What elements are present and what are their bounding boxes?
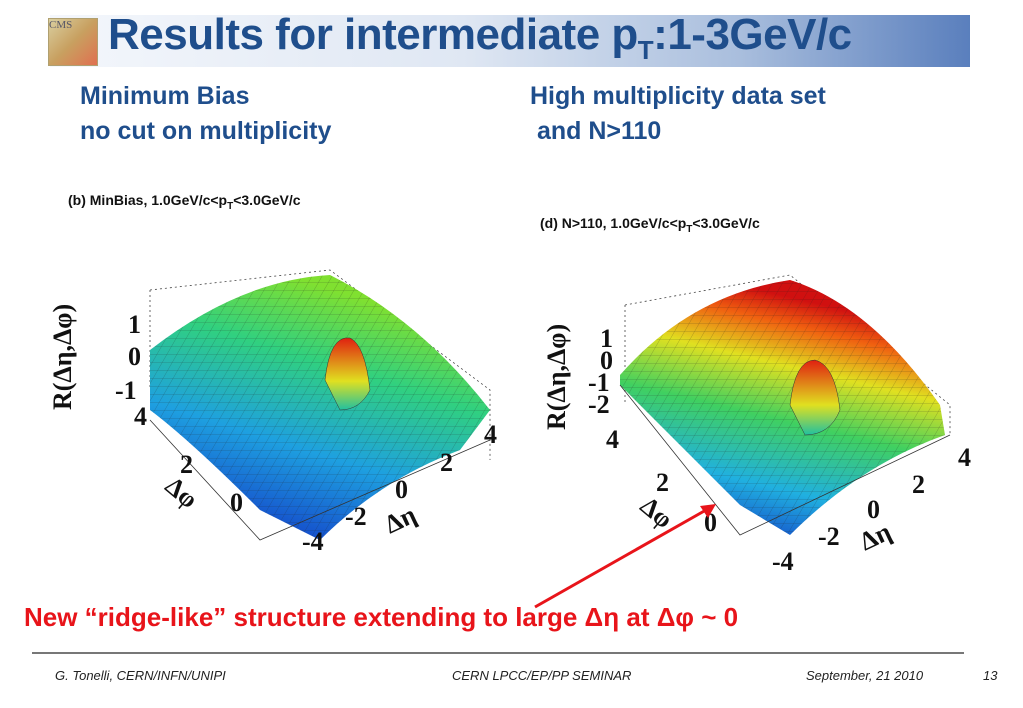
ridge-note: New “ridge-like” structure extending to …: [24, 602, 739, 632]
title-bar: [50, 15, 970, 67]
plot2-z-tick: -1: [588, 368, 610, 397]
left-heading-1: Minimum Bias: [80, 82, 250, 110]
footer-event: CERN LPCC/EP/PP SEMINAR: [452, 668, 632, 683]
left-heading-2: no cut on multiplicity: [80, 117, 332, 145]
plot2-phi-tick: 4: [606, 425, 619, 454]
title-sub: T: [637, 35, 654, 65]
title-tail: :1-3GeV/c: [653, 10, 852, 59]
logo-text: CMS: [49, 19, 73, 31]
plot2-eta-tick: -2: [818, 522, 840, 551]
slide-title: Results for intermediate pT:1-3GeV/c: [108, 10, 852, 66]
plot2-z-tick: 1: [600, 324, 613, 353]
title-main: Results for intermediate p: [108, 10, 638, 59]
plot2-eta-tick: -4: [772, 547, 794, 576]
plot1-phi-tick: 2: [180, 450, 193, 479]
cms-logo: CMS: [48, 18, 98, 66]
plot2-eta-tick: 2: [912, 470, 925, 499]
plot2-z-tick: 0: [600, 346, 613, 375]
plot1-eta-tick: -4: [302, 527, 324, 556]
footer-divider: [32, 652, 964, 654]
plot1-z-tick: -1: [115, 376, 137, 405]
page-number: 13: [983, 668, 998, 683]
plot1-eta-tick: -2: [345, 502, 367, 531]
right-heading-2: and N>110: [530, 117, 662, 145]
plot2-z-tick: -2: [588, 390, 610, 419]
plot1-caption: (b) MinBias, 1.0GeV/c<pT<3.0GeV/c: [68, 192, 301, 212]
plot2-surface: [619, 274, 951, 536]
plot1-z-tick: 1: [128, 310, 141, 339]
plot2-caption: (d) N>110, 1.0GeV/c<pT<3.0GeV/c: [540, 215, 760, 235]
plot1-eta-tick: 2: [440, 448, 453, 477]
right-heading-1: High multiplicity data set: [530, 82, 826, 110]
plot2-phi-tick: 2: [656, 468, 669, 497]
plot2-eta-tick: 0: [867, 495, 880, 524]
footer-date: September, 21 2010: [806, 668, 924, 683]
plot1-phi-tick: 4: [134, 402, 147, 431]
plot2-eta-tick: 4: [958, 443, 971, 472]
footer-author: G. Tonelli, CERN/INFN/UNIPI: [55, 668, 226, 683]
plot1-eta-tick: 4: [484, 420, 497, 449]
plot1-z-tick: 0: [128, 342, 141, 371]
plot1-surface: [149, 269, 491, 541]
plot1-eta-tick: 0: [395, 475, 408, 504]
plot1-phi-tick: 0: [230, 488, 243, 517]
